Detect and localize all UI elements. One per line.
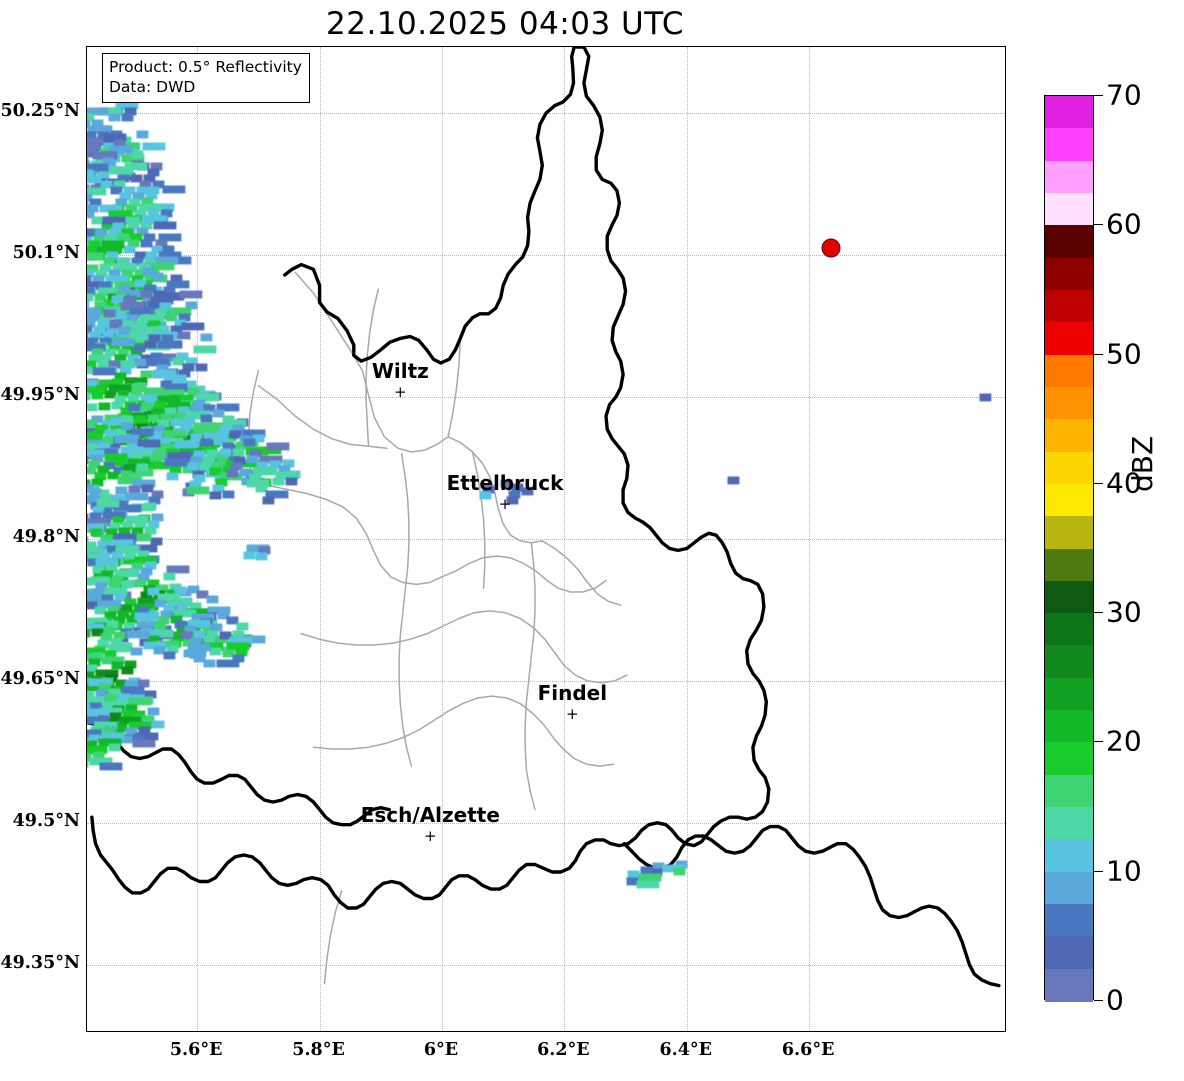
y-tick-label-5: 49.5°N [12,810,80,831]
info-product-line: Product: 0.5° Reflectivity [109,58,302,76]
y-tick-label-3: 49.8°N [12,527,80,547]
colorbar-tick-label-5: 50 [1106,337,1142,371]
colorbar-band-20 [1045,742,1093,776]
info-box: Product: 0.5° Reflectivity Data: DWD [102,53,310,103]
colorbar-axis-label: dBZ [1126,435,1159,492]
colorbar-tick-2 [1094,741,1103,743]
colorbar-tick-3 [1094,612,1103,614]
colorbar-band-21 [1045,774,1093,808]
y-tick-label-6: 49.35°N [0,952,80,973]
colorbar-tick-label-4: 40 [1106,466,1142,500]
x-tick-label-5: 6.6°E [781,1040,835,1060]
colorbar-band-12 [1045,483,1093,517]
x-tick-label-3: 6.2°E [537,1040,590,1060]
colorbar-band-5 [1045,257,1093,291]
colorbar-band-8 [1045,354,1093,388]
colorbar-band-17 [1045,645,1093,679]
colorbar-tick-label-0: 0 [1106,983,1124,1017]
y-tick-label-1: 50.1°N [12,243,80,264]
radar-map-panel[interactable]: Wiltz + Ettelbruck + Findel + Esch/Alzette + Pr… [86,46,1006,1032]
colorbar-tick-label-3: 30 [1106,595,1142,629]
colorbar-band-22 [1045,807,1093,840]
x-tick-label-2: 6°E [423,1040,459,1060]
colorbar-band-2 [1045,160,1093,194]
colorbar-tick-1 [1094,870,1103,872]
radar-reflectivity-layer [87,47,1005,1031]
colorbar-tick-label-6: 60 [1106,207,1142,241]
colorbar-tick-0 [1094,1000,1103,1001]
colorbar-band-10 [1045,419,1093,453]
colorbar-band-25 [1045,904,1093,937]
colorbar-band-7 [1045,322,1093,356]
x-tick-label-4: 6.4°E [659,1040,713,1060]
colorbar-band-14 [1045,548,1093,582]
colorbar-band-19 [1045,710,1093,743]
colorbar-tick-5 [1094,353,1103,355]
colorbar-band-11 [1045,451,1093,485]
colorbar-band-6 [1045,289,1093,323]
x-tick-label-0: 5.6°E [169,1040,223,1060]
colorbar-band-26 [1045,936,1093,970]
colorbar-band-0 [1045,96,1093,129]
colorbar-band-23 [1045,839,1093,873]
colorbar[interactable] [1044,95,1094,1002]
colorbar-band-13 [1045,516,1093,550]
colorbar-band-24 [1045,871,1093,905]
info-data-line: Data: DWD [109,78,196,97]
colorbar-tick-label-1: 10 [1106,854,1142,888]
colorbar-tick-label-7: 70 [1106,78,1142,112]
map-clip: Wiltz + Ettelbruck + Findel + Esch/Alzette + Pr… [87,47,1005,1031]
colorbar-band-16 [1045,613,1093,647]
colorbar-tick-4 [1094,482,1103,484]
colorbar-tick-7 [1094,95,1103,96]
colorbar-band-15 [1045,580,1093,614]
x-tick-label-1: 5.8°E [292,1040,345,1060]
y-tick-label-2: 49.95°N [0,385,80,406]
colorbar-band-9 [1045,386,1093,420]
colorbar-band-3 [1045,192,1093,226]
page-title: 22.10.2025 04:03 UTC [326,6,684,42]
colorbar-band-27 [1045,968,1093,1002]
colorbar-band-1 [1045,128,1093,162]
colorbar-tick-6 [1094,224,1103,226]
colorbar-band-18 [1045,677,1093,711]
y-tick-label-4: 49.65°N [0,668,80,689]
colorbar-tick-label-2: 20 [1106,724,1142,758]
colorbar-band-4 [1045,225,1093,259]
radar-site-icon[interactable] [821,238,841,258]
y-tick-label-0: 50.25°N [0,101,80,122]
